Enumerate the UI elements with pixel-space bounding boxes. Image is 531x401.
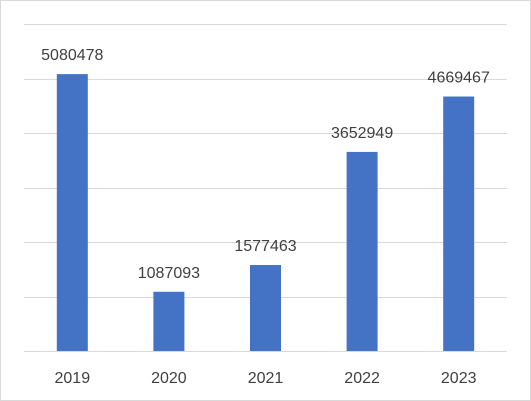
data-label-2019: 5080478 bbox=[41, 47, 103, 64]
gridlines bbox=[24, 24, 507, 352]
data-label-2020: 1087093 bbox=[138, 265, 200, 282]
bars bbox=[56, 74, 475, 352]
bar-2023 bbox=[443, 96, 475, 352]
data-label-2023: 4669467 bbox=[428, 70, 490, 87]
data-label-2021: 1577463 bbox=[234, 238, 296, 255]
bar-2021 bbox=[250, 265, 281, 351]
x-tick-label-2020: 2020 bbox=[151, 370, 187, 387]
bar-2020 bbox=[153, 291, 185, 351]
x-tick-label-2019: 2019 bbox=[55, 370, 91, 387]
x-tick-label-2023: 2023 bbox=[441, 370, 477, 387]
x-axis-tick-labels: 2019 2020 2021 2022 2023 bbox=[55, 370, 477, 387]
x-tick-label-2021: 2021 bbox=[248, 370, 284, 387]
data-label-2022: 3652949 bbox=[331, 125, 393, 142]
x-tick-label-2022: 2022 bbox=[344, 370, 380, 387]
bar-2022 bbox=[346, 151, 378, 351]
bar-2019 bbox=[56, 74, 88, 351]
data-labels: 5080478 1087093 1577463 3652949 4669467 bbox=[41, 47, 490, 282]
